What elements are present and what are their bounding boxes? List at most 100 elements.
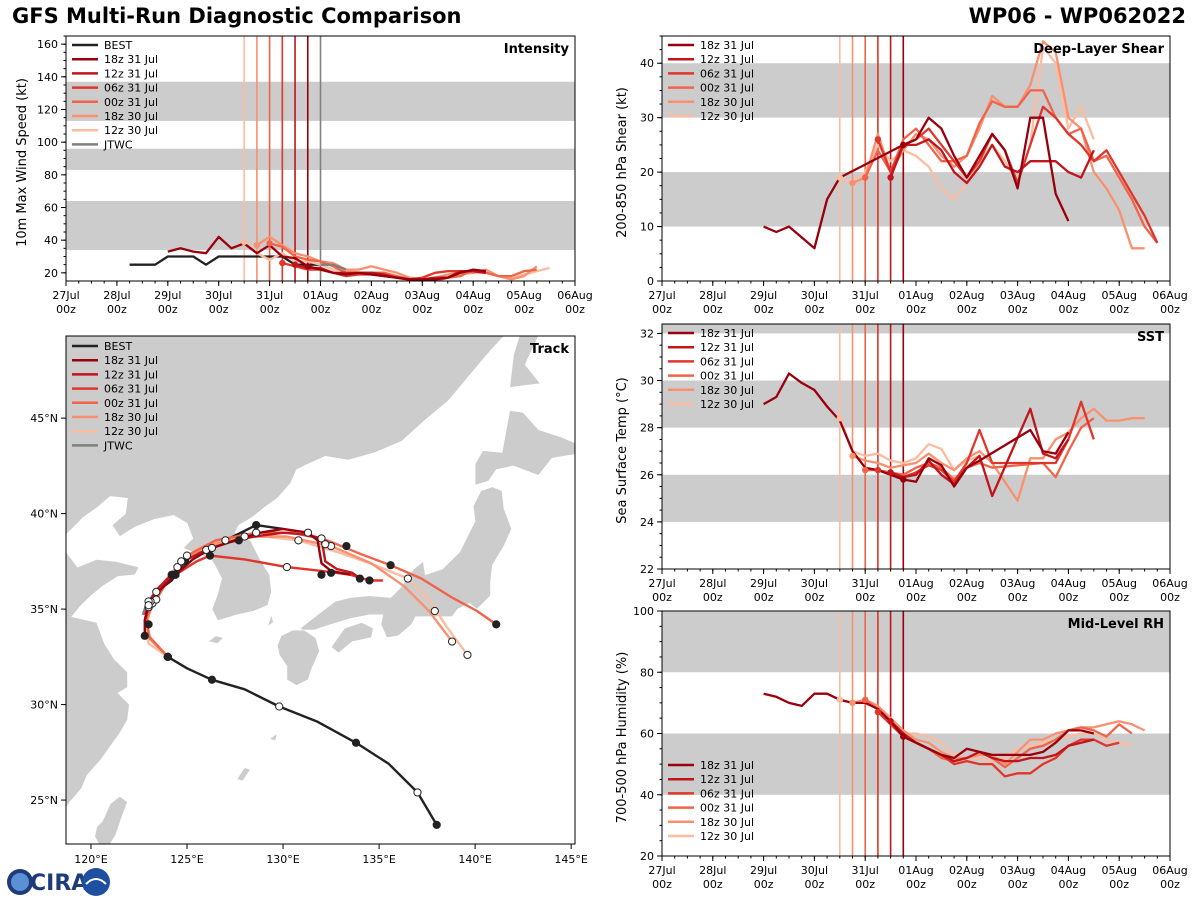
intensity-init-marker [279,259,286,267]
track-marker [492,620,501,629]
track-marker [207,543,217,553]
shear-ytick-label: 10 [640,221,654,234]
rh-xtick-label-hour: 00z [1059,878,1079,891]
shear-init-marker [836,174,843,181]
sst-xtick-label-hour: 00z [1109,591,1129,604]
shear-ytick-label: 20 [640,166,654,179]
figure-title: GFS Multi-Run Diagnostic Comparison [12,4,462,28]
sst-xtick-label: 05Aug [1101,577,1136,590]
sst-panel: 22242628303227Jul00z28Jul00z29Jul00z30Ju… [615,323,1188,604]
sst-xtick-label-hour: 00z [703,591,723,604]
intensity-ytick-label: 160 [37,38,58,51]
sst-band [662,324,1170,334]
intensity-xtick-label: 30Jul [205,289,232,302]
intensity-title: Intensity [504,42,570,57]
rh-xtick-label-hour: 00z [957,878,977,891]
track-marker [207,675,217,684]
sst-ytick-label: 26 [640,469,654,482]
shear-legend-label: 18z 30 Jul [700,96,754,109]
track-marker [173,562,182,572]
rh-init-marker [862,696,869,704]
shear-xtick-label: 30Jul [801,289,828,302]
shear-legend-label: 00z 31 Jul [700,82,754,95]
track-ytick-label: 25°N [30,794,58,807]
sst-init-marker [874,466,882,474]
track-legend-label: JTWC [103,439,133,452]
sst-xtick-label-hour: 00z [1059,591,1079,604]
track-plot-area [66,336,575,844]
intensity-ytick-label: 140 [37,71,58,84]
shear-legend-label: 18z 31 Jul [700,39,754,52]
intensity-xtick-label: 29Jul [154,289,181,302]
track-legend-label: 12z 31 Jul [104,368,158,381]
sst-xtick-label-hour: 00z [855,591,875,604]
shear-series-line [852,40,1145,250]
track-marker [351,738,361,747]
land-mainland-asia [66,336,505,621]
intensity-xtick-label-hour: 00z [311,303,331,316]
rh-legend-label: 18z 30 Jul [700,816,754,829]
sst-legend-label: 12z 30 Jul [700,398,754,411]
sst-ytick-label: 30 [640,375,654,388]
sst-band [662,380,1170,428]
rh-band [662,611,1170,673]
track-marker [321,540,330,549]
land-tsushima [267,613,274,628]
intensity-legend-label: 06z 31 Jul [104,82,158,95]
intensity-ytick-label: 60 [44,202,58,215]
track-marker [252,520,261,530]
cira-logo-text: CIRA [30,871,88,896]
rh-title: Mid-Level RH [1068,617,1164,632]
track-panel: 120°E 125°E 130°E 135°E 140°E 145°E 25°N 30°N 35… [30,335,588,866]
rh-xtick-label: 03Aug [1000,864,1035,877]
shear-xtick-label: 27Jul [648,289,675,302]
rh-xtick-label: 27Jul [648,864,675,877]
land-sakhalin [509,336,541,388]
track-legend-label: 12z 30 Jul [104,425,158,438]
rh-xtick-label-hour: 00z [1109,878,1129,891]
track-xtick-label: 130°E [266,853,299,866]
rh-xtick-label: 02Aug [949,864,984,877]
storm-id-title: WP06 - WP062022 [968,4,1186,28]
shear-series-line [889,138,1095,185]
intensity-init-marker [266,240,273,247]
sst-init-marker [887,469,894,476]
sst-xtick-label: 04Aug [1051,577,1086,590]
sst-xtick-label-hour: 00z [906,591,926,604]
shear-legend-label: 12z 30 Jul [700,110,754,123]
shear-xtick-label-hour: 00z [652,303,672,316]
sst-xtick-label: 06Aug [1152,577,1187,590]
rh-legend-label: 12z 30 Jul [700,830,754,843]
intensity-xtick-label-hour: 00z [209,303,229,316]
intensity-series-line [167,235,487,281]
track-marker [152,587,161,597]
intensity-legend-label: 00z 31 Jul [104,96,158,109]
intensity-xtick-label-hour: 00z [56,303,76,316]
rh-ytick-label: 100 [633,605,654,618]
intensity-xtick-label: 28Jul [103,289,130,302]
sst-xtick-label-hour: 00z [1160,591,1180,604]
intensity-ytick-label: 80 [44,169,58,182]
track-ytick-label: 40°N [30,508,58,521]
shear-xtick-label-hour: 00z [1109,303,1129,316]
shear-ylabel: 200-850 hPa Shear (kt) [615,87,630,238]
agency-seal-icon [82,868,110,896]
land-shikoku [330,622,374,654]
intensity-xtick-label: 04Aug [455,289,490,302]
intensity-xtick-label-hour: 00z [514,303,534,316]
intensity-ylabel: 10m Max Wind Speed (kt) [15,78,30,247]
track-marker [252,528,261,537]
rh-xtick-label-hour: 00z [754,878,774,891]
track-ytick-label: 30°N [30,699,58,712]
sst-xtick-label-hour: 00z [805,591,825,604]
track-marker [221,536,230,545]
agency-seal-wave-icon [85,878,107,885]
rh-ytick-label: 40 [640,789,654,802]
sst-xtick-label: 28Jul [699,577,726,590]
track-marker [144,620,153,629]
track-marker [294,536,303,545]
intensity-xtick-label: 27Jul [52,289,79,302]
land-taiwan-tip [94,795,128,844]
track-ytick-label: 45°N [30,412,58,425]
